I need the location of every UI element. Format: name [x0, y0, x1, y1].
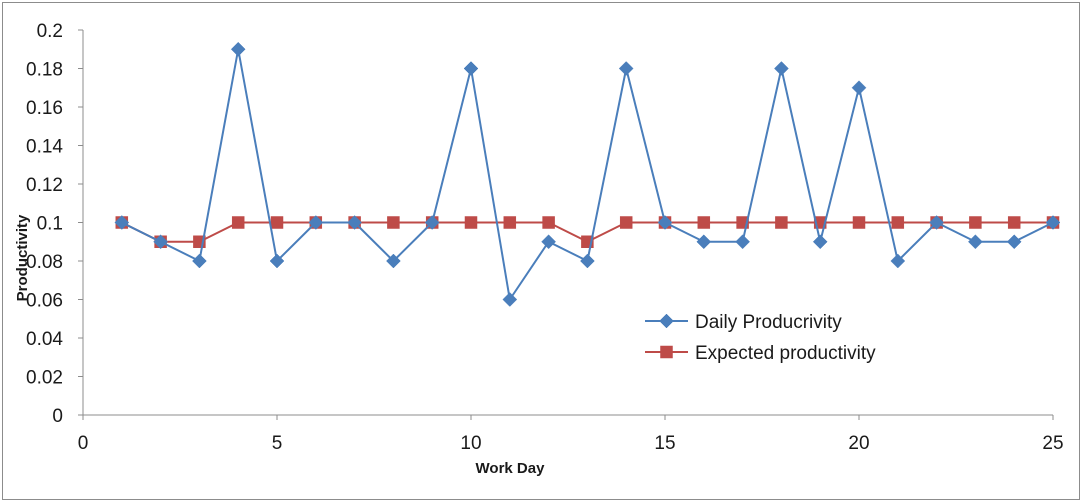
data-point [891, 216, 905, 229]
x-axis-title: Work Day [476, 460, 546, 477]
y-tick-label: 0.14 [26, 137, 63, 158]
y-tick-label: 0.16 [26, 98, 63, 119]
y-tick-label: 0.12 [26, 175, 63, 196]
data-point [657, 215, 673, 230]
x-tick-label: 10 [460, 433, 481, 454]
data-point [464, 216, 478, 229]
x-tick-label: 5 [272, 433, 283, 454]
x-tick-label: 25 [1042, 433, 1063, 454]
y-tick-label: 0.2 [37, 21, 63, 42]
data-point [270, 216, 284, 229]
data-point [580, 253, 595, 269]
data-point [775, 216, 788, 229]
square-marker-icon [660, 345, 673, 359]
diamond-marker-icon [659, 313, 674, 329]
data-point [463, 61, 479, 76]
y-tick-label: 0.04 [26, 329, 63, 350]
line-chart: 0 0.02 0.04 0.06 0.08 0.1 0.12 0.14 0.16 0.18 0.2 0… [14, 21, 1064, 477]
data-point [541, 234, 556, 250]
data-point [969, 216, 982, 229]
data-point [774, 61, 789, 76]
data-point [696, 234, 712, 250]
data-point [851, 80, 867, 96]
data-point [852, 216, 866, 229]
series-expected-productivity [115, 216, 1060, 248]
x-tick-label: 20 [848, 433, 869, 454]
data-point [347, 215, 362, 230]
series-layer [114, 41, 1061, 307]
y-tick-label: 0.18 [26, 60, 63, 81]
data-point [542, 216, 555, 229]
data-point [619, 216, 633, 229]
data-point [192, 253, 207, 269]
legend: Daily Producrivity Expected productivity [645, 312, 876, 364]
y-tick-label: 0.06 [26, 291, 63, 312]
data-point [1006, 234, 1022, 250]
y-axis-title: Productivity [14, 214, 31, 301]
y-tick-label: 0.08 [26, 252, 63, 273]
data-point [929, 215, 944, 230]
legend-label: Daily Producrivity [695, 312, 842, 333]
data-point [735, 234, 750, 250]
x-tick-label: 15 [654, 433, 675, 454]
data-point [1045, 215, 1061, 230]
series-daily-producrivity [114, 41, 1061, 307]
data-point [697, 216, 711, 229]
data-point [890, 253, 906, 269]
data-point [386, 253, 401, 269]
data-point [269, 253, 285, 269]
data-point [503, 216, 517, 229]
data-point [424, 215, 440, 230]
data-point [618, 61, 634, 76]
axes: 0 0.02 0.04 0.06 0.08 0.1 0.12 0.14 0.16 0.18 0.2 0… [26, 21, 1064, 454]
data-point [387, 216, 400, 229]
legend-label: Expected productivity [695, 343, 876, 364]
data-point [153, 234, 168, 250]
y-tick-label: 0.1 [37, 214, 63, 235]
data-point [812, 234, 828, 250]
y-tick-label: 0 [52, 406, 63, 427]
data-point [308, 215, 324, 230]
data-point [114, 215, 130, 230]
data-point [230, 41, 246, 57]
data-point [968, 234, 983, 250]
data-point [502, 292, 518, 307]
data-point [1007, 216, 1021, 229]
y-tick-label: 0.02 [26, 368, 63, 389]
data-point [231, 216, 245, 229]
x-tick-label: 0 [78, 433, 89, 454]
